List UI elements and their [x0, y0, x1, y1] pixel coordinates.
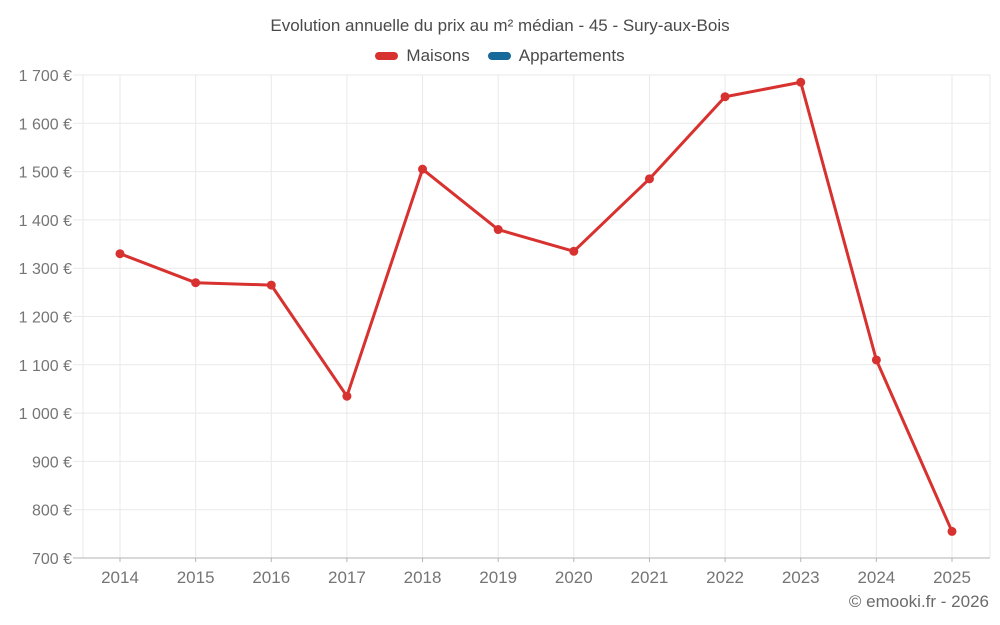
legend-item-maisons[interactable]: Maisons: [375, 46, 470, 66]
data-point-maisons-2016[interactable]: [266, 280, 276, 290]
x-tick-label: 2022: [706, 568, 744, 587]
x-tick-label: 2014: [101, 568, 139, 587]
y-tick-label: 900 €: [32, 454, 72, 471]
x-tick-label: 2018: [404, 568, 442, 587]
y-tick-label: 1 400 €: [19, 213, 72, 230]
y-tick-label: 1 500 €: [19, 165, 72, 182]
y-tick-label: 1 600 €: [19, 116, 72, 133]
data-point-maisons-2023[interactable]: [796, 77, 806, 87]
data-point-maisons-2015[interactable]: [191, 278, 201, 288]
data-point-maisons-2014[interactable]: [115, 249, 125, 259]
legend-label: Maisons: [406, 46, 470, 65]
legend-label: Appartements: [518, 46, 625, 65]
x-tick-label: 2019: [479, 568, 517, 587]
data-point-maisons-2021[interactable]: [644, 174, 654, 184]
chart-legend: Maisons Appartements: [0, 46, 1000, 66]
data-point-maisons-2025[interactable]: [947, 526, 957, 536]
copyright-label: © emooki.fr - 2026: [848, 592, 989, 611]
y-tick-label: 800 €: [32, 503, 72, 520]
x-tick-label: 2017: [328, 568, 366, 587]
x-tick-label: 2020: [555, 568, 593, 587]
x-tick-label: 2024: [857, 568, 895, 587]
y-tick-label: 1 100 €: [19, 358, 72, 375]
y-tick-label: 1 700 €: [19, 68, 72, 85]
chart-title: Evolution annuelle du prix au m² médian …: [270, 16, 730, 35]
x-tick-label: 2016: [252, 568, 290, 587]
x-tick-label: 2025: [933, 568, 971, 587]
data-point-maisons-2020[interactable]: [569, 246, 579, 256]
data-point-maisons-2018[interactable]: [418, 164, 428, 174]
x-tick-label: 2023: [782, 568, 820, 587]
x-tick-label: 2015: [177, 568, 215, 587]
data-point-maisons-2022[interactable]: [720, 92, 730, 102]
data-point-maisons-2017[interactable]: [342, 391, 352, 401]
x-tick-label: 2021: [631, 568, 669, 587]
data-point-maisons-2019[interactable]: [493, 225, 503, 235]
legend-swatch-icon: [375, 52, 399, 60]
legend-swatch-icon: [487, 52, 511, 60]
y-tick-label: 1 300 €: [19, 261, 72, 278]
y-tick-label: 700 €: [32, 551, 72, 568]
legend-item-appartements[interactable]: Appartements: [487, 46, 625, 66]
y-tick-label: 1 200 €: [19, 310, 72, 327]
y-tick-label: 1 000 €: [19, 406, 72, 423]
data-point-maisons-2024[interactable]: [871, 355, 881, 365]
series-line-maisons: [118, 80, 954, 533]
